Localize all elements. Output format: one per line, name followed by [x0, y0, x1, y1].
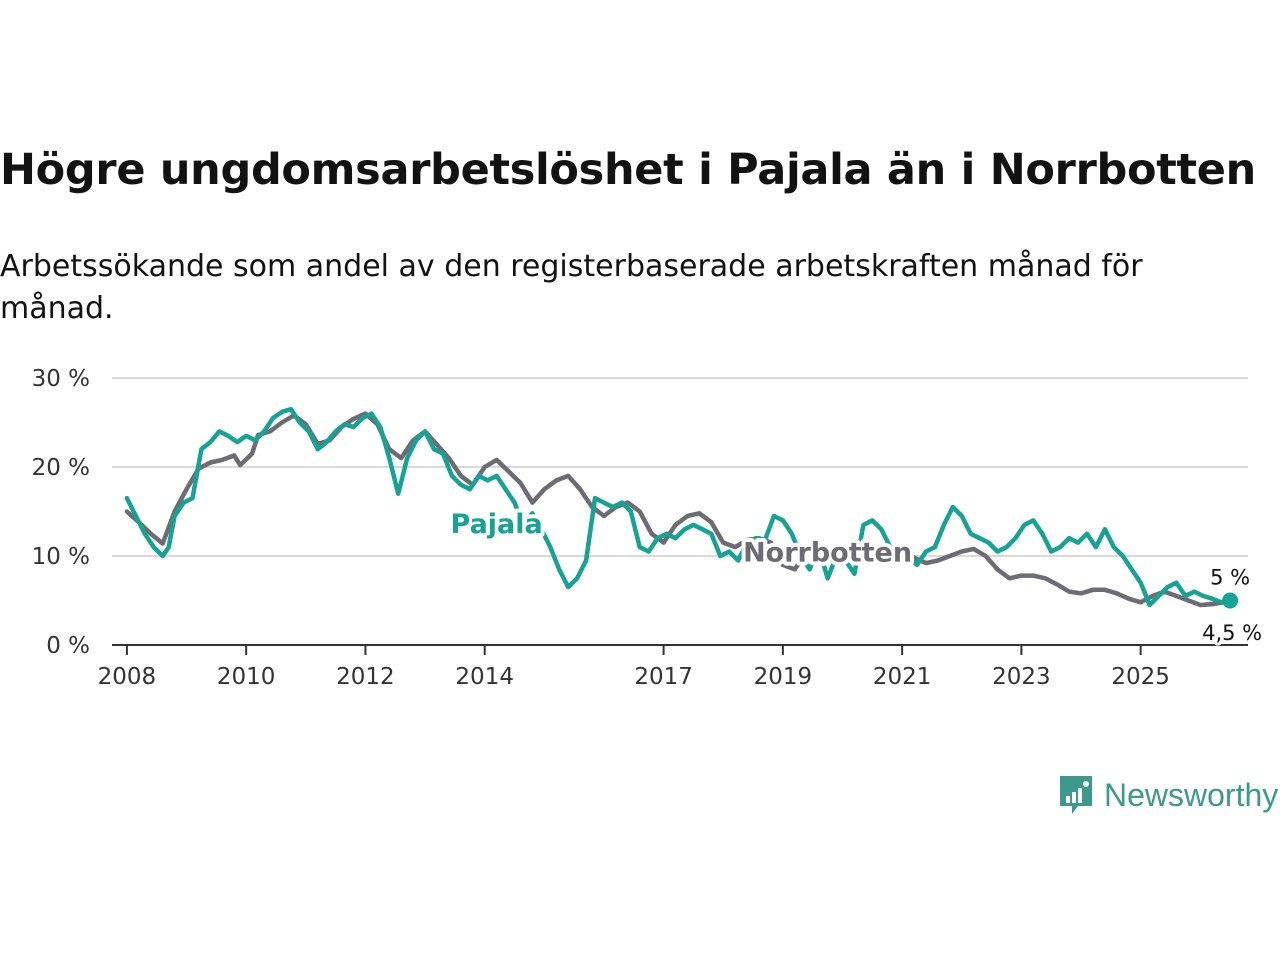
x-tick-label: 2019 — [754, 664, 813, 690]
end-value-pajala: 5 % — [1210, 566, 1250, 590]
x-tick-label: 2025 — [1111, 664, 1170, 690]
x-tick-label: 2021 — [873, 664, 932, 690]
brand-name: Newsworthy — [1104, 776, 1279, 813]
y-tick-label: 0 % — [46, 633, 90, 659]
series-line-norrbotten — [124, 411, 1233, 608]
newsworthy-logo: Newsworthy — [1058, 772, 1278, 818]
y-tick-label: 30 % — [32, 366, 90, 392]
x-tick-label: 2014 — [455, 664, 514, 690]
series-label-norrbotten: Norrbotten — [743, 537, 912, 568]
end-value-norrbotten: 4,5 % — [1202, 621, 1262, 645]
x-tick-label: 2012 — [336, 664, 395, 690]
x-tick-label: 2023 — [992, 664, 1051, 690]
grid-lines — [112, 377, 1248, 557]
chart-subtitle: Arbetssökande som andel av den registerb… — [0, 249, 1143, 326]
x-tick-label: 2008 — [98, 664, 157, 690]
x-axis: 0 % 10 % 20 % 30 % 2008 2010 2012 2014 2017 2019 2… — [32, 366, 1248, 690]
chart-title: Högre ungdomsarbetslöshet i Pajala än i … — [0, 145, 1256, 195]
x-tick-label: 2017 — [634, 664, 693, 690]
series-lines — [124, 406, 1233, 608]
end-marker-pajala — [1222, 592, 1239, 609]
series-labels: Norrbotten Pajala 5 % 4,5 % — [447, 505, 1266, 648]
y-tick-label: 10 % — [32, 544, 90, 570]
series-label-pajala: Pajala — [451, 509, 543, 540]
x-tick-label: 2010 — [217, 664, 276, 690]
series-line-pajala — [124, 406, 1233, 608]
y-tick-label: 20 % — [32, 455, 90, 481]
newsworthy-icon — [1060, 776, 1092, 814]
